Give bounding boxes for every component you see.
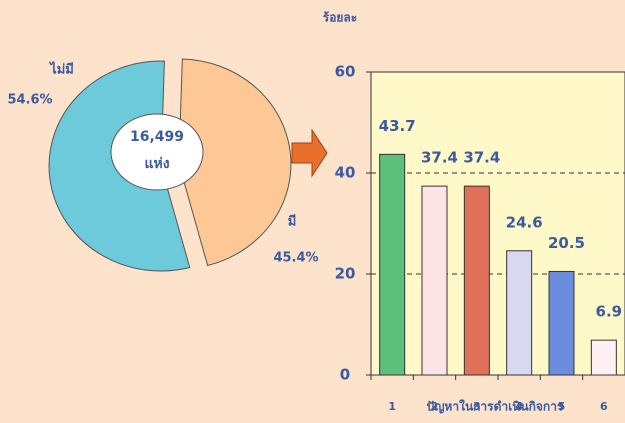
bar [548, 270, 575, 376]
slice-value-label: 45.4% [273, 251, 318, 266]
y-tick-label: 60 [335, 63, 356, 81]
x-tick-label: 1 [388, 400, 396, 413]
value-label: 6.9 [596, 303, 623, 321]
plot-area [370, 71, 625, 376]
bar [379, 153, 406, 376]
y-tick-label: 20 [335, 265, 356, 283]
value-label: 24.6 [506, 213, 543, 231]
y-tick-label: 40 [335, 164, 356, 182]
pie-center [110, 113, 204, 191]
bar [590, 339, 617, 376]
slice-label: ไม่มี [48, 61, 74, 78]
bar [463, 185, 490, 376]
center-label: แห่ง [144, 156, 169, 172]
x-tick-label: 4 [515, 400, 523, 413]
center-label: 16,499 [130, 129, 184, 145]
x-tick-label: 5 [558, 400, 566, 413]
bar [506, 250, 533, 376]
x-axis-title: ปัญหาในการดำเนินกิจการ [427, 399, 564, 414]
x-tick-label: 2 [431, 400, 439, 413]
arrow [291, 128, 328, 178]
slice-value-label: 54.6% [7, 93, 52, 108]
bar [421, 185, 448, 376]
y-tick-label: 0 [340, 366, 350, 384]
value-label: 37.4 [421, 149, 458, 167]
x-tick-label: 3 [473, 400, 481, 413]
slice-label: มี [288, 214, 297, 230]
pie-slice [178, 58, 292, 267]
value-label: 37.4 [463, 149, 500, 167]
x-tick-label: 6 [600, 400, 608, 413]
value-label: 20.5 [548, 234, 585, 252]
value-label: 43.7 [379, 117, 416, 135]
y-axis-title: ร้อยละ [323, 11, 357, 25]
